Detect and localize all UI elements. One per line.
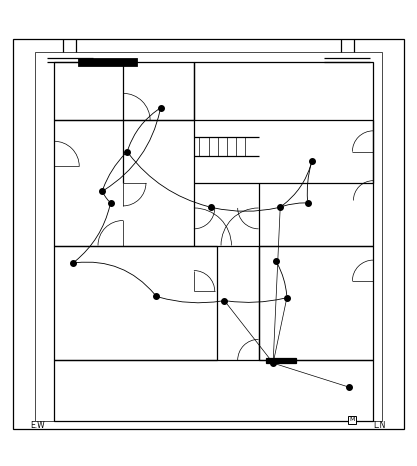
FancyArrowPatch shape: [128, 110, 158, 149]
FancyArrowPatch shape: [76, 262, 155, 294]
Text: E.W: E.W: [30, 421, 45, 430]
FancyArrowPatch shape: [307, 164, 311, 200]
FancyArrowPatch shape: [103, 154, 125, 189]
FancyArrowPatch shape: [277, 264, 287, 295]
Polygon shape: [79, 59, 136, 65]
FancyArrowPatch shape: [227, 298, 284, 302]
FancyArrowPatch shape: [283, 203, 305, 206]
FancyArrowPatch shape: [103, 194, 108, 201]
FancyArrowPatch shape: [105, 110, 160, 190]
FancyArrowPatch shape: [129, 154, 208, 206]
Polygon shape: [266, 358, 296, 363]
FancyArrowPatch shape: [159, 297, 221, 303]
FancyArrowPatch shape: [282, 164, 311, 206]
FancyArrowPatch shape: [75, 206, 110, 261]
Text: M: M: [350, 418, 355, 422]
FancyArrowPatch shape: [213, 208, 278, 211]
Text: L.N: L.N: [373, 421, 386, 430]
